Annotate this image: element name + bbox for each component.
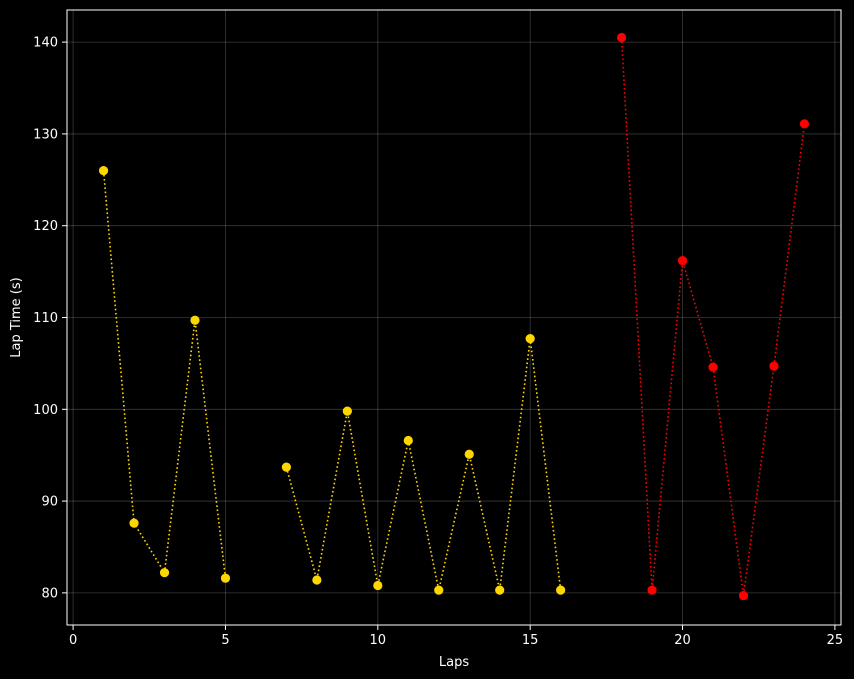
data-point [159, 568, 170, 578]
data-point [495, 585, 505, 595]
ticks: 0 5 10 15 20 25 80 90 100 110 120 130 140 [33, 36, 843, 648]
x-tick-label: 20 [674, 633, 691, 648]
data-point [677, 255, 688, 266]
data-point [129, 518, 139, 528]
series-line [285, 338, 562, 591]
data-point [799, 119, 810, 129]
y-tick-label: 80 [41, 586, 58, 601]
data-point [708, 362, 718, 372]
x-axis-label: Laps [439, 655, 469, 670]
data-point [220, 573, 231, 583]
series-1 [616, 32, 810, 601]
data-point [616, 32, 627, 43]
y-tick-label: 100 [33, 403, 58, 418]
data-point [738, 591, 749, 601]
data-point [312, 575, 322, 585]
x-tick-label: 25 [827, 633, 844, 648]
data-point [98, 166, 109, 176]
data-point [342, 406, 352, 416]
y-tick-label: 110 [33, 311, 58, 326]
data-point [647, 585, 657, 595]
y-axis-label: Lap Time (s) [9, 277, 24, 357]
x-tick-label: 10 [370, 633, 387, 648]
data-point [556, 585, 566, 595]
data-point [281, 462, 292, 472]
x-tick-label: 5 [221, 633, 229, 648]
series-layer [98, 32, 810, 601]
x-tick-label: 15 [522, 633, 539, 648]
x-tick-label: 0 [69, 633, 77, 648]
grid [67, 10, 841, 625]
data-point [434, 585, 444, 595]
data-point [769, 361, 779, 371]
y-tick-label: 140 [33, 36, 58, 51]
data-point [190, 315, 200, 325]
y-tick-label: 90 [41, 495, 58, 510]
y-tick-label: 120 [33, 219, 58, 234]
data-point [464, 449, 474, 459]
series-0 [98, 166, 566, 595]
data-point [403, 435, 413, 446]
data-point [525, 334, 535, 344]
data-point [373, 580, 383, 591]
y-tick-label: 130 [33, 127, 58, 142]
